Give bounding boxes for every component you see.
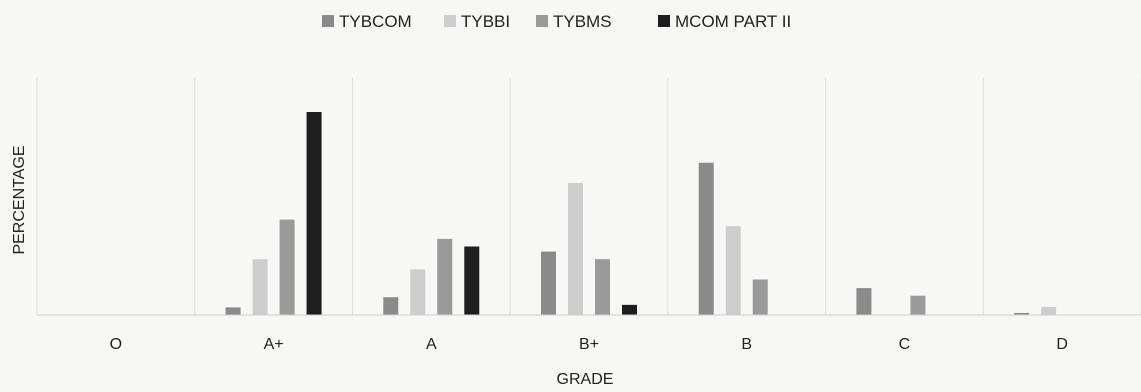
bar-tybbi-A+: [252, 259, 268, 315]
x-tick-label: D: [1056, 336, 1068, 353]
bar-mcom-part-ii-B+: [622, 304, 637, 315]
x-tick-labels: O A+ A B+ B C D: [110, 336, 1068, 353]
bar-tybbi-D: [1041, 306, 1057, 315]
bars: [225, 112, 1057, 315]
legend-swatch: [322, 15, 334, 27]
bar-tybms-A: [437, 238, 453, 315]
bar-tybcom-A: [383, 297, 399, 315]
bar-tybms-C: [910, 295, 926, 315]
bar-tybcom-C: [856, 288, 872, 315]
bar-tybcom-A+: [225, 307, 241, 315]
legend-label: MCOM PART II: [675, 12, 791, 31]
x-tick-label: B+: [579, 336, 599, 353]
bar-tybms-B: [752, 279, 768, 315]
category-separators: [36, 78, 1141, 315]
legend: TYBCOM TYBBI TYBMS MCOM PART II: [322, 12, 791, 31]
legend-swatch: [444, 15, 456, 27]
legend-swatch: [658, 15, 670, 27]
bar-tybbi-B+: [568, 183, 583, 315]
legend-label: TYBMS: [553, 12, 612, 31]
x-tick-label: A+: [264, 336, 284, 353]
bar-tybbi-A: [410, 269, 426, 315]
bar-tybms-B+: [595, 259, 610, 315]
bar-tybcom-D: [1014, 312, 1030, 315]
x-tick-label: B: [741, 336, 752, 353]
legend-label: TYBBI: [461, 12, 510, 31]
bar-tybbi-B: [725, 226, 741, 315]
bar-mcom-part-ii-A+: [306, 112, 322, 315]
legend-swatch: [536, 15, 548, 27]
x-tick-label: O: [110, 336, 122, 353]
bar-tybcom-B+: [541, 251, 556, 315]
x-tick-label: C: [899, 336, 911, 353]
bar-tybms-A+: [279, 219, 295, 315]
x-tick-label: A: [426, 336, 437, 353]
legend-label: TYBCOM: [339, 12, 412, 31]
bar-tybcom-B: [698, 162, 714, 315]
x-axis-title: GRADE: [557, 371, 614, 388]
bar-mcom-part-ii-A: [464, 246, 480, 315]
y-axis-title: PERCENTAGE: [11, 145, 28, 254]
